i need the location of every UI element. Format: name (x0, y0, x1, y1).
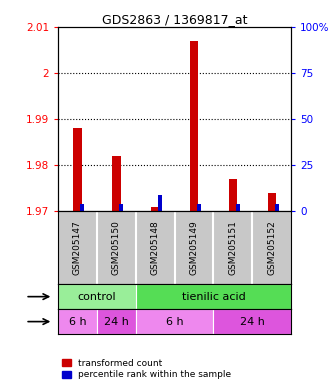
Bar (158, 195, 162, 211)
Text: 6 h: 6 h (166, 316, 183, 327)
Bar (197, 204, 201, 211)
Text: GSM205147: GSM205147 (73, 220, 82, 275)
Bar (190, 41, 198, 211)
Bar (119, 204, 123, 211)
Text: 24 h: 24 h (104, 316, 129, 327)
Bar (80, 204, 84, 211)
Bar (136, 309, 213, 334)
Bar (112, 156, 120, 211)
Text: GSM205149: GSM205149 (190, 220, 199, 275)
Text: GSM205148: GSM205148 (151, 220, 160, 275)
Text: GSM205152: GSM205152 (267, 220, 276, 275)
Text: 24 h: 24 h (240, 316, 265, 327)
Bar (58, 309, 97, 334)
Text: GSM205150: GSM205150 (112, 220, 121, 275)
Bar (136, 284, 291, 309)
Bar (73, 128, 82, 211)
Bar (213, 309, 291, 334)
Bar (58, 284, 136, 309)
Bar (97, 309, 136, 334)
Text: GSM205151: GSM205151 (228, 220, 237, 275)
Title: GDS2863 / 1369817_at: GDS2863 / 1369817_at (102, 13, 247, 26)
Bar (275, 204, 279, 211)
Text: control: control (77, 291, 116, 302)
Bar (151, 207, 160, 211)
Bar (236, 204, 240, 211)
Bar (229, 179, 237, 211)
Bar (267, 193, 276, 211)
Text: 6 h: 6 h (69, 316, 86, 327)
Legend: transformed count, percentile rank within the sample: transformed count, percentile rank withi… (63, 359, 231, 379)
Text: tienilic acid: tienilic acid (182, 291, 245, 302)
